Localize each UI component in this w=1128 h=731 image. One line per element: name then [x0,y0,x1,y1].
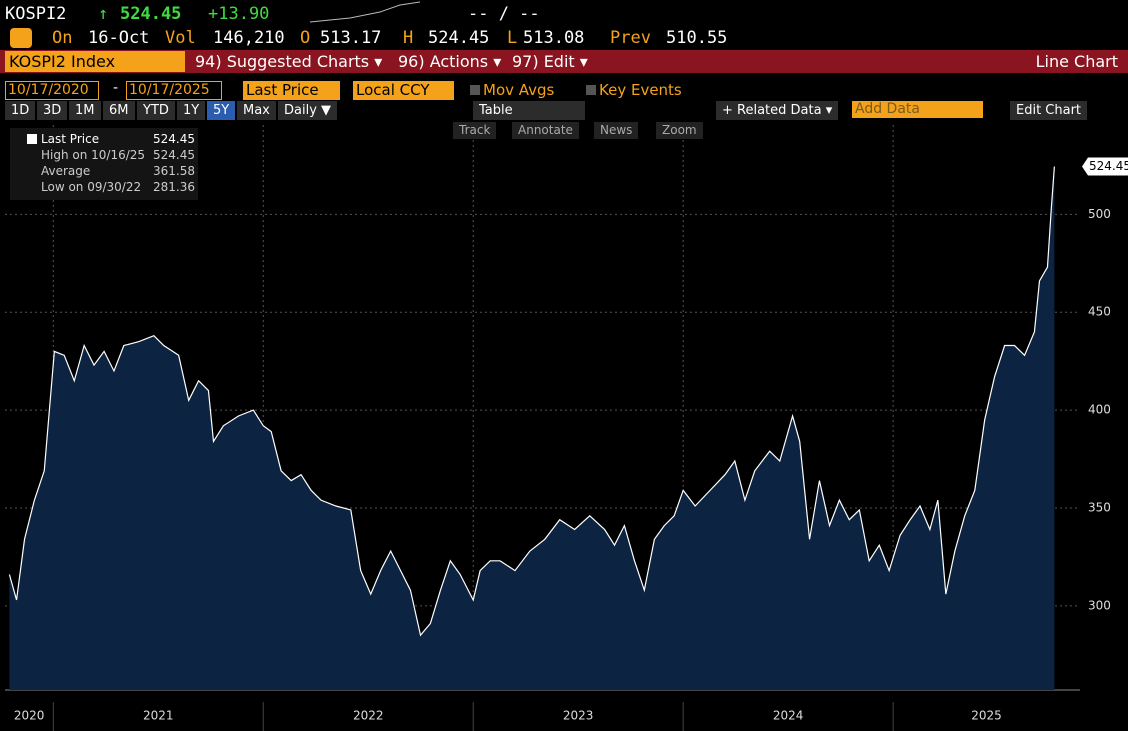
ticker: KOSPI2 [5,4,67,24]
quote-value: 513.08 [523,28,585,48]
quote-value: 146,210 [213,28,285,48]
legend-swatch [27,134,37,144]
quote-value: 524.45 [428,28,490,48]
area [9,166,1055,690]
field[interactable]: Last Price [243,81,340,100]
last-price-tag-bg [1082,157,1128,176]
arrow: ↑ [98,4,109,24]
quote-label: H [403,28,414,48]
x-tick-label: 2023 [563,709,594,723]
y-tick-label: 350 [1088,500,1111,514]
x-tick-label: 2025 [971,709,1002,723]
option[interactable]: Key Events [599,81,682,99]
quote-label: O [300,28,311,48]
legend-value: 281.36 [153,180,195,194]
security-box[interactable]: KOSPI2 Index [5,51,185,72]
period-button[interactable]: YTD [137,101,175,120]
dash: - [113,80,119,96]
menu[interactable]: 97) Edit ▾ [512,52,588,71]
price: 524.45 [120,4,182,24]
legend-label: Last Price [41,132,100,146]
legend-label: Low on 09/30/22 [41,180,142,194]
period-button[interactable]: 1M [69,101,101,120]
change: +13.90 [208,4,270,24]
checkbox[interactable] [470,85,480,95]
start-date[interactable]: 10/17/2020 [5,81,99,100]
period-button[interactable]: 5Y [207,101,236,120]
toolbar [0,50,1128,73]
y-tick-label: 400 [1088,403,1111,417]
sparkline [310,1,420,23]
edit-chart[interactable]: Edit Chart [1010,101,1088,120]
period-button[interactable]: 3D [37,101,68,120]
x-tick-label: 2021 [143,709,174,723]
y-tick-label: 500 [1088,207,1111,221]
tool-button[interactable]: Annotate [512,122,579,139]
legend-label: Average [41,164,91,178]
x-tick-label: 2024 [773,709,804,723]
legend-label: High on 10/16/25 [41,148,146,162]
line [8,166,1055,637]
chart-kind[interactable]: Line Chart [1035,52,1118,71]
quote-value: 513.17 [320,28,382,48]
legend [10,128,198,200]
option[interactable]: Mov Avgs [483,81,555,99]
menu[interactable]: 94) Suggested Charts ▾ [195,52,383,71]
tool-button[interactable]: Track [453,122,497,139]
last-price-tag: 524.45 [1089,159,1128,173]
legend-value: 524.45 [153,148,195,162]
legend-value: 361.58 [153,164,195,178]
bid-ask: -- / -- [468,4,540,24]
period-button[interactable]: 6M [103,101,135,120]
quote-label: Prev [610,28,651,48]
tool-button[interactable]: Zoom [656,122,703,139]
x-tick-label: 2022 [353,709,384,723]
period-button[interactable]: 1Y [177,101,206,120]
frequency[interactable]: Daily ▼ [278,101,338,120]
quote-value: 510.55 [666,28,728,48]
y-tick-label: 450 [1088,305,1111,319]
currency[interactable]: Local CCY [353,81,454,100]
tool-button[interactable]: News [594,122,639,139]
add-data[interactable]: Add Data [852,101,983,118]
y-tick-label: 300 [1088,598,1111,612]
quote-label: L [507,28,518,48]
legend-value: 524.45 [153,132,195,146]
quote-label: On [52,28,73,48]
quote-value: 16-Oct [88,28,150,48]
related-data[interactable]: + Related Data ▾ [716,101,839,120]
menu[interactable]: 96) Actions ▾ [398,52,502,71]
checkbox[interactable] [586,85,596,95]
quote-label: Vol [165,28,196,48]
clock-icon [10,28,32,48]
period-button[interactable]: Max [237,101,276,120]
table-button[interactable]: Table [473,101,585,120]
end-date[interactable]: 10/17/2025 [126,81,222,100]
x-tick-label: 2020 [14,709,45,723]
period-button[interactable]: 1D [5,101,36,120]
